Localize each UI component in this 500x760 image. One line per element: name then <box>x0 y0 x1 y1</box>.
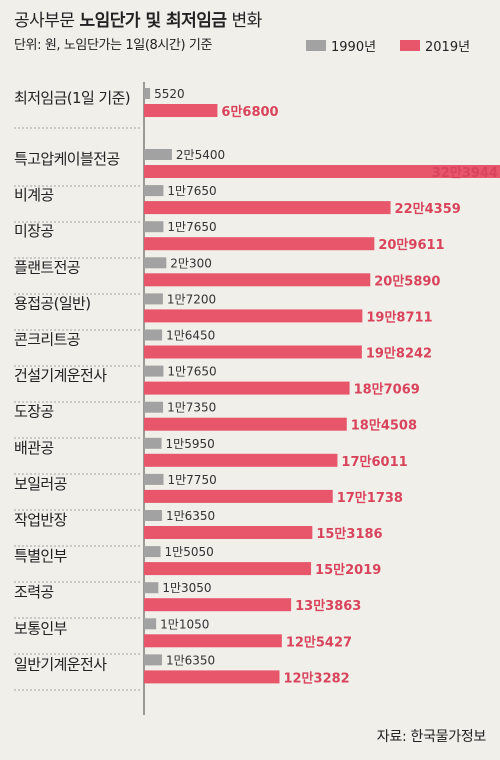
bar-label-2019-15: 12만3282 <box>283 670 349 686</box>
category-label-13: 조력공 <box>14 583 54 601</box>
category-label-3: 미장공 <box>14 222 54 240</box>
bar-2019-2 <box>144 201 391 215</box>
bar-1990-4 <box>144 257 167 269</box>
bar-1990-1 <box>144 149 172 160</box>
bar-2019-6 <box>144 345 362 359</box>
bar-2019-0 <box>144 104 218 117</box>
bar-label-1990-14: 1만1050 <box>160 617 209 631</box>
title-prefix: 공사부문 <box>14 11 80 31</box>
bar-label-2019-3: 20만9611 <box>378 237 444 253</box>
category-label-11: 작업반장 <box>14 511 68 529</box>
legend-item-2019: 2019년 <box>400 36 470 55</box>
category-label-14: 보통인부 <box>14 619 68 637</box>
bar-label-2019-13: 13만3863 <box>295 598 361 614</box>
bar-label-1990-6: 1만6450 <box>166 329 215 343</box>
bar-label-1990-4: 2만300 <box>170 256 212 270</box>
chart-title: 공사부문 노임단가 및 최저임금 변화 <box>14 6 262 31</box>
bar-label-1990-13: 1만3050 <box>162 581 211 595</box>
bar-2019-14 <box>144 634 282 648</box>
category-label-12: 특별인부 <box>14 547 68 565</box>
bar-label-2019-9: 17만6011 <box>341 454 407 470</box>
legend-label-2019: 2019년 <box>425 40 471 55</box>
bar-label-1990-5: 1만7200 <box>167 292 216 306</box>
legend-item-1990: 1990년 <box>306 36 376 55</box>
legend-swatch-1990 <box>306 40 326 51</box>
bar-label-1990-3: 1만7650 <box>167 220 216 234</box>
bar-2019-4 <box>144 273 371 287</box>
bar-label-1990-9: 1만5950 <box>166 437 215 451</box>
bar-2019-8 <box>144 417 347 431</box>
category-label-0: 최저임금(1일 기준) <box>14 89 130 107</box>
bar-1990-7 <box>144 365 164 377</box>
category-label-9: 배관공 <box>14 439 54 457</box>
bar-1990-6 <box>144 329 163 341</box>
category-label-7: 건설기계운전사 <box>14 367 107 385</box>
bar-1990-9 <box>144 437 162 449</box>
bar-2019-15 <box>144 670 280 684</box>
category-label-4: 플랜트전공 <box>14 258 80 276</box>
bar-1990-3 <box>144 221 164 233</box>
bar-2019-12 <box>144 562 312 576</box>
category-label-10: 보일러공 <box>14 475 67 493</box>
bar-label-2019-8: 18만4508 <box>351 418 417 434</box>
bar-label-2019-4: 20만5890 <box>374 273 440 289</box>
category-label-8: 도장공 <box>14 403 54 421</box>
category-label-2: 비계공 <box>14 186 54 204</box>
bar-2019-7 <box>144 381 350 395</box>
bar-1990-15 <box>144 654 162 666</box>
bar-2019-1 <box>144 165 500 178</box>
bar-1990-8 <box>144 401 164 413</box>
bar-label-1990-8: 1만7350 <box>167 401 216 415</box>
category-label-1: 특고압케이블전공 <box>14 150 120 168</box>
bar-label-1990-1: 2만5400 <box>176 148 225 162</box>
bar-label-1990-0: 5520 <box>154 87 185 101</box>
bar-1990-5 <box>144 293 163 305</box>
bar-label-2019-11: 15만3186 <box>316 526 382 542</box>
legend-label-1990: 1990년 <box>331 40 377 55</box>
bar-label-1990-12: 1만5050 <box>165 545 214 559</box>
bar-2019-3 <box>144 237 375 251</box>
bar-label-1990-15: 1만6350 <box>166 653 215 667</box>
title-suffix: 변화 <box>226 11 262 31</box>
category-label-5: 용접공(일반) <box>14 294 91 312</box>
category-label-6: 콘크리트공 <box>14 331 80 349</box>
bar-label-2019-12: 15만2019 <box>315 562 381 578</box>
bar-2019-11 <box>144 526 313 539</box>
bar-1990-10 <box>144 473 164 485</box>
unit-note: 단위: 원, 노임단가는 1일(8시간) 기준 <box>14 38 213 53</box>
source-note: 자료: 한국물가정보 <box>376 729 487 745</box>
bar-1990-2 <box>144 185 164 197</box>
category-label-15: 일반기계운전사 <box>14 655 107 673</box>
bar-2019-9 <box>144 453 338 467</box>
bar-label-2019-10: 17만1738 <box>337 490 403 506</box>
bar-label-2019-1: 32만3944 <box>432 165 498 181</box>
bar-1990-13 <box>144 582 159 594</box>
bar-label-2019-2: 22만4359 <box>395 201 461 217</box>
bar-label-2019-14: 12만5427 <box>286 634 352 650</box>
bar-1990-12 <box>144 546 161 558</box>
title-bold: 노임단가 및 최저임금 <box>79 11 227 31</box>
bar-label-1990-10: 1만7750 <box>168 473 217 487</box>
bar-label-2019-5: 19만8711 <box>366 309 432 325</box>
bar-label-2019-6: 19만8242 <box>366 346 432 362</box>
bar-1990-0 <box>144 88 151 99</box>
bar-2019-13 <box>144 598 292 612</box>
bar-label-2019-7: 18만7069 <box>354 382 420 398</box>
bar-label-1990-11: 1만6350 <box>166 509 215 523</box>
bar-label-1990-7: 1만7650 <box>167 365 216 379</box>
bar-label-2019-0: 6만6800 <box>221 104 278 120</box>
bar-2019-10 <box>144 489 333 503</box>
legend-swatch-2019 <box>400 40 420 51</box>
bar-1990-11 <box>144 510 162 521</box>
bar-1990-14 <box>144 618 157 630</box>
bar-label-1990-2: 1만7650 <box>167 184 216 198</box>
bar-2019-5 <box>144 309 363 323</box>
